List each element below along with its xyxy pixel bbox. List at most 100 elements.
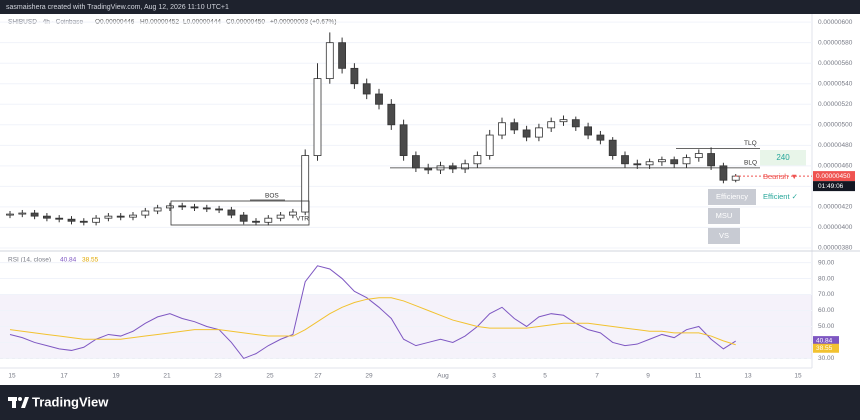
y-tick-label: 0.00000520 (818, 101, 853, 108)
rsi-line (9, 297, 736, 346)
candle-body (448, 165, 457, 170)
rsi-axis-label: 38.55 (816, 345, 833, 352)
x-tick-label: 7 (595, 373, 599, 380)
candle-body (399, 124, 408, 156)
candle-body (141, 210, 150, 216)
rsi-value: 40.84 (60, 257, 77, 264)
y-tick-label: 0.00000480 (818, 142, 853, 149)
candle-body (264, 217, 273, 223)
rsi-axis-label: 40.84 (816, 337, 833, 344)
candle-body (116, 215, 125, 218)
y-tick-label: 0.00000580 (818, 39, 853, 46)
candle-body (338, 42, 347, 69)
candle-body (719, 165, 728, 181)
vs-label: VS (719, 231, 729, 240)
candle-body (522, 129, 531, 138)
logo-dot (18, 397, 22, 401)
candle-body (584, 126, 592, 136)
candle-body (239, 214, 248, 222)
candle-body (633, 163, 642, 166)
rsi-line (9, 265, 736, 360)
candle-body (387, 103, 396, 126)
countdown-label: 01:49:06 (818, 183, 844, 190)
y-tick-label: 90.00 (818, 259, 835, 266)
candle-body (79, 220, 88, 223)
candle-body (153, 207, 162, 212)
rsi-ma-value: 38.55 (82, 257, 99, 264)
y-tick-label: 0.00000500 (818, 122, 853, 129)
candle-body (92, 217, 100, 223)
candle-body (129, 214, 137, 218)
countdown-box (813, 181, 855, 192)
logo-stem (12, 397, 16, 408)
rsi-title: RSI (14, close) (8, 257, 51, 264)
x-tick-label: 15 (8, 373, 16, 380)
candle-body (694, 153, 703, 159)
candle-body (30, 212, 39, 217)
efficiency-button[interactable] (708, 189, 756, 205)
timeframe: 240 (776, 153, 790, 162)
candle-body (6, 213, 14, 216)
x-tick-label: 23 (214, 373, 222, 380)
x-tick-label: 11 (695, 373, 702, 380)
logo-slash (21, 397, 29, 408)
candle-body (535, 127, 543, 138)
y-tick-label: 0.00000460 (818, 163, 853, 170)
vtr-box (170, 200, 310, 226)
candle-body (645, 161, 654, 166)
x-tick-label: 5 (543, 373, 547, 380)
watermark: sasmaishera created with TradingView.com… (6, 4, 229, 11)
candle-body (362, 83, 371, 95)
top-bar (0, 0, 860, 14)
candle-body (313, 78, 322, 156)
x-tick-label: 25 (266, 373, 274, 380)
candle-body (67, 218, 76, 222)
candle-body (411, 155, 420, 169)
x-tick-label: 17 (60, 373, 68, 380)
candle-body (571, 119, 580, 128)
candle-body (252, 220, 260, 223)
candle-body (596, 134, 605, 141)
candle-body (608, 139, 617, 156)
candle-body (498, 122, 506, 136)
candle-body (301, 155, 310, 213)
msu-button[interactable] (708, 208, 740, 224)
candle-body (55, 217, 64, 220)
candle-body (375, 93, 383, 105)
y-tick-label: 0.00000380 (818, 245, 853, 252)
candle-body (325, 42, 334, 80)
candle-body (658, 159, 666, 163)
candle-body (202, 207, 211, 210)
x-tick-label: 19 (112, 373, 120, 380)
timeframe-box (760, 150, 806, 166)
x-tick-label: Aug (437, 373, 449, 380)
x-tick-label: 13 (744, 373, 752, 380)
logo (8, 397, 29, 408)
candle-body (510, 122, 519, 131)
last-price-label: 0.00000450 (816, 173, 851, 180)
candle-body (288, 211, 297, 216)
candle-body (547, 121, 556, 129)
brand: TradingView (32, 394, 109, 409)
candle-body (178, 205, 187, 208)
y-tick-label: 0.00000420 (818, 204, 853, 211)
y-tick-label: 0.00000400 (818, 224, 853, 231)
x-tick-label: 29 (365, 373, 373, 380)
vs-button[interactable] (708, 228, 740, 244)
efficiency-status: Efficient ✓ (763, 192, 798, 201)
y-tick-label: 70.00 (818, 291, 835, 298)
y-tick-label: 80.00 (818, 275, 835, 282)
rsi-axis-box (813, 336, 839, 346)
candle-body (731, 175, 740, 181)
last-price-box (813, 171, 855, 182)
y-tick-label: 0.00000560 (818, 60, 853, 67)
x-tick-label: 15 (794, 373, 802, 380)
bos-label: BOS (265, 193, 279, 200)
candle-body (227, 209, 236, 216)
candle-body (165, 205, 174, 209)
candle-body (682, 157, 691, 165)
msu-label: MSU (716, 211, 733, 220)
candle-body (43, 215, 51, 219)
